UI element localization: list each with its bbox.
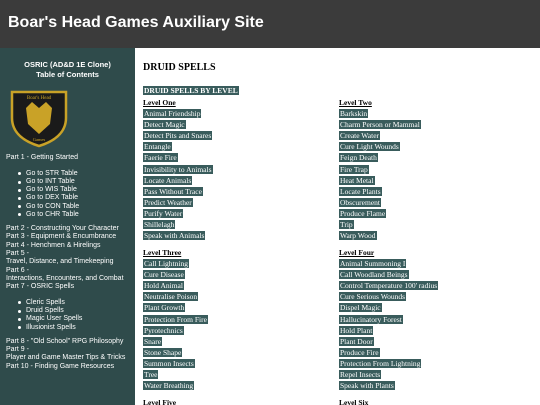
bullet — [18, 205, 21, 209]
spell-link[interactable]: Invisibility to Animals — [143, 164, 213, 174]
spell-link[interactable]: Pass Without Trace — [143, 186, 203, 196]
bullet — [18, 301, 21, 305]
sidebar-title: OSRIC (AD&D 1E Clone) — [24, 60, 111, 69]
spell-link[interactable]: Animal Friendship — [143, 109, 202, 118]
spell-link[interactable]: Barkskin — [339, 109, 369, 118]
spell-link[interactable]: Hold Animal — [143, 281, 184, 291]
logo-text: Games — [33, 137, 46, 142]
spell-link[interactable]: Repel Insects — [339, 370, 382, 379]
bullet — [18, 213, 21, 217]
nav-link[interactable]: Player and Game Master Tips & Tricks — [6, 354, 126, 362]
bullet — [18, 172, 21, 176]
spell-link[interactable]: Call Woodland Beings — [339, 270, 409, 280]
level-heading: Level Three — [143, 248, 182, 257]
level-heading: Level One — [143, 98, 176, 107]
spell-link[interactable]: Plant Growth — [143, 303, 186, 313]
nav-link[interactable]: Part 2 - Constructing Your Character — [6, 225, 119, 232]
spell-link[interactable]: Faerie Fire — [143, 153, 178, 163]
nav-link[interactable]: Part 7 - OSRIC Spells — [6, 283, 75, 291]
spell-link[interactable]: Cure Serious Wounds — [339, 292, 407, 302]
spell-link[interactable]: Control Temperature 100' radius — [339, 281, 439, 291]
spell-link[interactable]: Heat Metal — [339, 175, 375, 185]
site-title: Boar's Head Games Auxiliary Site — [8, 14, 264, 31]
bullet — [18, 309, 21, 313]
spell-link[interactable]: Protection From Lightning — [339, 358, 422, 368]
nav-sublink[interactable]: Go to INT Table — [18, 178, 75, 185]
spell-link[interactable]: Locate Animals — [143, 175, 193, 185]
spell-link[interactable]: Locate Plants — [339, 186, 382, 196]
spell-link[interactable]: Fire Trap — [339, 164, 369, 174]
level-heading: Level Four — [339, 248, 375, 257]
nav-link[interactable]: Interactions, Encounters, and Combat — [6, 274, 124, 282]
nav-link[interactable]: Part 3 - Equipment & Encumbrance — [6, 233, 117, 241]
section-title: DRUID SPELLS BY LEVEL — [143, 86, 239, 95]
spell-link[interactable]: Plant Door — [339, 336, 374, 346]
nav-link[interactable]: Part 6 - — [6, 266, 29, 274]
nav-sublink[interactable]: Druid Spells — [18, 307, 64, 314]
nav-sublink[interactable]: Cleric Spells — [18, 299, 65, 306]
nav-sublink[interactable]: Go to DEX Table — [18, 194, 78, 201]
nav-link[interactable]: Travel, Distance, and Timekeeping — [6, 258, 114, 266]
spell-link[interactable]: Feign Death — [339, 153, 378, 163]
level-heading: Level Two — [339, 98, 372, 107]
logo-text: Boar's Head — [27, 96, 52, 101]
spell-link[interactable]: Snare — [143, 336, 163, 346]
sidebar-title: Table of Contents — [36, 70, 99, 79]
spell-link[interactable]: Stone Shape — [143, 347, 183, 357]
spell-link[interactable]: Detect Pits and Snares — [143, 131, 213, 141]
bullet — [18, 317, 21, 321]
spell-link[interactable]: Summon Insects — [143, 358, 195, 368]
spell-link[interactable]: Shillelagh — [143, 220, 176, 229]
nav-sublink[interactable]: Go to CON Table — [18, 203, 79, 210]
spell-link[interactable]: Call Lightning — [143, 259, 189, 268]
nav-link[interactable]: Part 10 - Finding Game Resources — [6, 362, 115, 370]
spell-link[interactable]: Speak with Animals — [143, 231, 206, 241]
nav-sublink[interactable]: Illusionist Spells — [18, 324, 76, 331]
bullet — [18, 196, 21, 200]
nav-link[interactable]: Part 8 - "Old School" RPG Philosophy — [6, 337, 124, 345]
logo-boar — [26, 102, 52, 134]
spell-link[interactable]: Produce Fire — [339, 347, 380, 357]
logo: Boar's Head Games — [10, 90, 68, 148]
level-heading: Level Six — [339, 398, 369, 405]
nav-link[interactable]: Part 4 - Henchmen & Hirelings — [6, 241, 101, 249]
nav-sublink[interactable]: Go to WIS Table — [18, 186, 77, 193]
spell-link[interactable]: Neutralise Poison — [143, 292, 199, 302]
spell-link[interactable]: Pyrotechnics — [143, 325, 184, 335]
spell-link[interactable]: Warp Wood — [339, 231, 377, 241]
nav-sublink[interactable]: Go to STR Table — [18, 170, 78, 177]
spell-link[interactable]: Charm Person or Mammal — [339, 120, 421, 130]
nav-sublink[interactable]: Magic User Spells — [18, 315, 82, 322]
nav-link[interactable]: Part 5 - — [6, 249, 29, 257]
spell-link[interactable]: Tree — [143, 370, 159, 379]
spell-link[interactable]: Obscurement — [339, 197, 381, 207]
bullet — [18, 180, 21, 184]
bullet — [18, 326, 21, 329]
spell-link[interactable]: Detect Magic — [143, 120, 186, 130]
nav-link[interactable]: Part 1 - Getting Started — [6, 154, 78, 161]
spell-link[interactable]: Hold Plant — [339, 325, 374, 335]
spell-link[interactable]: Water Breathing — [143, 381, 195, 391]
spell-link[interactable]: Predict Weather — [143, 197, 193, 207]
spell-link[interactable]: Cure Disease — [143, 270, 185, 280]
nav-sublink[interactable]: Go to CHR Table — [18, 211, 79, 218]
spell-link[interactable]: Trip — [339, 220, 354, 229]
spell-link[interactable]: Cure Light Wounds — [339, 142, 400, 152]
nav-link[interactable]: Part 9 - — [6, 346, 29, 353]
spell-link[interactable]: Entangle — [143, 142, 172, 152]
header — [0, 0, 540, 48]
bullet — [18, 188, 21, 192]
page-title: DRUID SPELLS — [143, 62, 216, 73]
spell-link[interactable]: Dispel Magic — [339, 303, 382, 313]
spell-link[interactable]: Hallucinatory Forest — [339, 314, 403, 324]
spell-link[interactable]: Speak with Plants — [339, 381, 395, 391]
spell-link[interactable]: Purify Water — [143, 208, 184, 218]
spell-link[interactable]: Animal Summoning I — [339, 259, 407, 268]
spell-link[interactable]: Create Water — [339, 131, 381, 141]
spell-link[interactable]: Protection From Fire — [143, 314, 208, 324]
spell-link[interactable]: Produce Flame — [339, 208, 387, 218]
level-heading: Level Five — [143, 398, 177, 405]
